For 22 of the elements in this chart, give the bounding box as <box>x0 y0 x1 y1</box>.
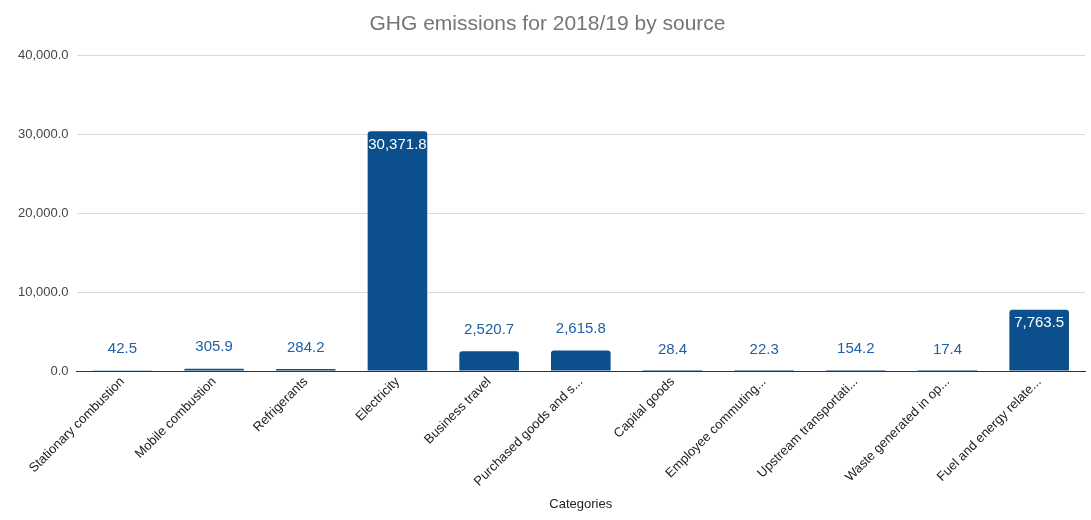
chart-title: GHG emissions for 2018/19 by source <box>369 11 726 35</box>
bar <box>459 351 519 371</box>
y-tick-label: 10,000.0 <box>17 283 69 299</box>
y-tick-label: 20,000.0 <box>17 204 69 220</box>
bar <box>367 131 428 371</box>
data-label: 28.4 <box>657 339 688 357</box>
data-label: 2,615.8 <box>555 319 606 337</box>
y-tick-label: 40,000.0 <box>17 46 69 62</box>
x-axis-title: Categories <box>549 495 613 511</box>
data-label: 154.2 <box>837 338 875 356</box>
data-label: 30,371.8 <box>368 134 427 152</box>
data-label: 284.2 <box>287 337 325 355</box>
data-label: 305.9 <box>195 337 233 355</box>
bar <box>551 350 611 371</box>
y-tick-label: 30,000.0 <box>17 125 69 141</box>
data-label: 22.3 <box>749 339 779 357</box>
data-label: 17.4 <box>932 339 963 357</box>
data-label: 2,520.7 <box>464 319 515 337</box>
y-tick-label: 0.0 <box>50 362 69 378</box>
data-label: 7,763.5 <box>1014 313 1065 331</box>
bar <box>1009 309 1069 371</box>
data-label: 42.5 <box>107 339 138 357</box>
